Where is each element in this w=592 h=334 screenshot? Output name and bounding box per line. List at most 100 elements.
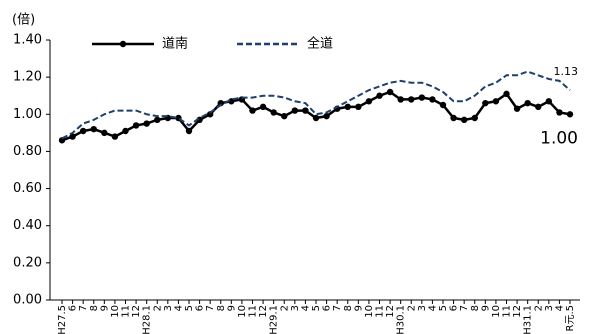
marker bbox=[397, 96, 404, 103]
x-tick-label: 6 bbox=[195, 305, 206, 311]
marker bbox=[386, 88, 394, 96]
marker bbox=[323, 112, 330, 120]
marker bbox=[302, 107, 309, 114]
marker bbox=[185, 127, 193, 135]
x-tick-label: 4 bbox=[427, 305, 438, 311]
marker bbox=[418, 94, 426, 101]
x-tick-label: 7 bbox=[459, 305, 470, 311]
marker bbox=[482, 99, 489, 107]
x-tick-label: H29.1 bbox=[269, 305, 280, 334]
x-tick-label: 9 bbox=[226, 305, 237, 311]
marker bbox=[154, 116, 161, 124]
marker bbox=[365, 98, 373, 105]
x-tick-label: R元.5 bbox=[565, 305, 576, 332]
marker bbox=[556, 109, 563, 116]
x-tick-label: 9 bbox=[353, 305, 364, 311]
x-tick-label: 7 bbox=[332, 305, 343, 311]
marker bbox=[270, 109, 277, 116]
x-tick-label: 3 bbox=[163, 305, 174, 311]
x-tick-label: 6 bbox=[449, 305, 460, 311]
x-tick-label: H30.1 bbox=[396, 305, 407, 334]
x-tick-label: 10 bbox=[364, 305, 375, 318]
marker bbox=[566, 111, 574, 118]
marker bbox=[206, 111, 214, 118]
marker bbox=[111, 133, 119, 140]
marker bbox=[524, 99, 531, 107]
marker bbox=[122, 127, 129, 135]
x-tick-label: H27.5 bbox=[57, 305, 68, 334]
x-tick-label: 11 bbox=[375, 305, 386, 318]
marker bbox=[281, 112, 288, 120]
x-tick-label: 4 bbox=[300, 305, 311, 311]
x-tick-label: 4 bbox=[173, 305, 184, 311]
legend-label: 全道 bbox=[307, 36, 333, 52]
marker bbox=[249, 107, 256, 114]
marker bbox=[101, 129, 108, 137]
marker bbox=[545, 98, 553, 105]
y-tick-label: 1.40 bbox=[13, 33, 42, 48]
x-tick-label: 2 bbox=[279, 305, 290, 311]
x-tick-label: 8 bbox=[216, 305, 227, 311]
marker bbox=[450, 114, 457, 122]
x-tick-label: 2 bbox=[152, 305, 163, 311]
y-tick-label: 0.40 bbox=[13, 218, 42, 233]
x-tick-label: 11 bbox=[248, 305, 259, 318]
x-tick-label: 12 bbox=[512, 305, 523, 318]
marker bbox=[79, 127, 87, 135]
x-tick-label: H28.1 bbox=[142, 305, 153, 334]
x-tick-label: 7 bbox=[205, 305, 216, 311]
marker bbox=[471, 114, 478, 122]
marker bbox=[408, 96, 415, 103]
x-tick-label: 12 bbox=[385, 305, 396, 318]
x-tick-label: 3 bbox=[417, 305, 428, 311]
marker bbox=[429, 96, 436, 103]
marker bbox=[217, 99, 224, 107]
x-tick-label: 12 bbox=[258, 305, 269, 318]
x-tick-label: 9 bbox=[99, 305, 110, 311]
x-tick-label: 11 bbox=[121, 305, 132, 318]
y-tick-label: 1.20 bbox=[13, 70, 42, 85]
x-tick-label: 2 bbox=[533, 305, 544, 311]
marker bbox=[376, 92, 383, 99]
x-tick-label: 3 bbox=[544, 305, 555, 311]
marker bbox=[344, 103, 351, 111]
marker bbox=[143, 120, 150, 127]
annotation: 1.13 bbox=[554, 65, 579, 78]
x-tick-label: 6 bbox=[68, 305, 79, 311]
y-tick-label: 0.60 bbox=[13, 181, 42, 196]
x-tick-label: 8 bbox=[343, 305, 354, 311]
x-tick-label: 10 bbox=[110, 305, 121, 318]
marker bbox=[259, 103, 267, 111]
marker bbox=[503, 90, 510, 98]
marker bbox=[460, 116, 468, 124]
marker bbox=[291, 107, 299, 114]
x-tick-label: 5 bbox=[184, 305, 195, 311]
legend-label: 道南 bbox=[162, 36, 188, 52]
x-tick-label: 10 bbox=[491, 305, 502, 318]
marker bbox=[492, 98, 500, 105]
x-tick-label: 11 bbox=[502, 305, 513, 318]
annotation: 1.00 bbox=[540, 128, 578, 148]
marker bbox=[355, 103, 362, 111]
x-tick-label: H31.1 bbox=[523, 305, 534, 334]
marker bbox=[69, 133, 76, 140]
y-tick-label: 0.00 bbox=[13, 293, 42, 308]
x-tick-label: 6 bbox=[322, 305, 333, 311]
x-tick-label: 8 bbox=[470, 305, 481, 311]
x-tick-label: 9 bbox=[480, 305, 491, 311]
marker bbox=[513, 105, 521, 112]
x-tick-label: 8 bbox=[89, 305, 100, 311]
y-tick-label: 0.80 bbox=[13, 144, 42, 159]
marker bbox=[90, 125, 97, 133]
x-tick-label: 12 bbox=[131, 305, 142, 318]
y-unit-label: (倍) bbox=[12, 13, 35, 28]
x-tick-label: 10 bbox=[237, 305, 248, 318]
x-tick-label: 5 bbox=[438, 305, 449, 311]
y-tick-label: 1.00 bbox=[13, 107, 42, 122]
y-tick-label: 0.20 bbox=[13, 255, 42, 270]
series-line bbox=[61, 70, 571, 140]
x-tick-label: 7 bbox=[78, 305, 89, 311]
marker bbox=[439, 101, 447, 109]
marker bbox=[535, 103, 542, 111]
